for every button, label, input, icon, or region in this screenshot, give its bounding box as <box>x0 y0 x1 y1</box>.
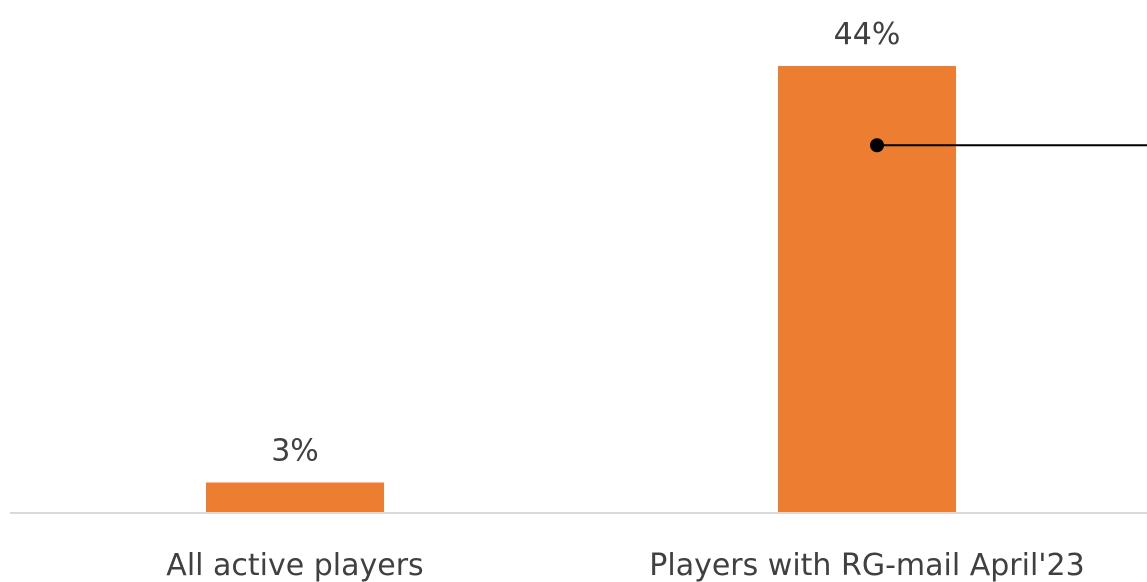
category-label-1: All active players <box>166 548 423 582</box>
category-label-2: Players with RG-mail April'23 <box>649 548 1084 582</box>
bar-2 <box>778 66 956 513</box>
data-labels: 3% 44% <box>271 17 900 469</box>
annotation-dot <box>870 138 884 153</box>
bar-1 <box>206 482 384 513</box>
bars <box>206 66 956 513</box>
data-label-1: 3% <box>271 434 319 469</box>
data-label-2: 44% <box>834 17 901 52</box>
category-labels: All active players Players with RG-mail A… <box>166 548 1084 582</box>
annotation <box>870 138 1147 153</box>
